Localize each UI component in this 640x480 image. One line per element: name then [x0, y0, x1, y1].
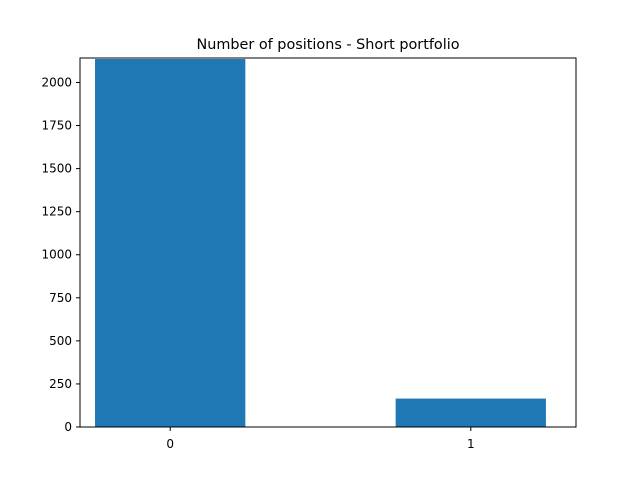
y-axis: 0 250 500 750 1000 1250 1500 1750 2000	[41, 75, 80, 434]
bar-1	[395, 398, 546, 427]
y-tick-label: 250	[49, 377, 72, 391]
plot-frame	[79, 57, 577, 428]
y-tick-label: 2000	[41, 75, 72, 89]
x-tick-label: 0	[166, 437, 174, 451]
bars-layer	[95, 59, 546, 427]
y-tick-label: 0	[64, 420, 72, 434]
chart-title: Number of positions - Short portfolio	[196, 37, 459, 53]
y-tick-label: 1750	[41, 119, 72, 133]
y-tick-label: 1500	[41, 162, 72, 176]
x-tick-label: 1	[467, 437, 475, 451]
y-tick-label: 500	[49, 334, 72, 348]
y-tick-label: 1250	[41, 205, 72, 219]
y-tick-label: 1000	[41, 248, 72, 262]
y-tick-label: 750	[49, 291, 72, 305]
bar-0	[95, 59, 246, 427]
